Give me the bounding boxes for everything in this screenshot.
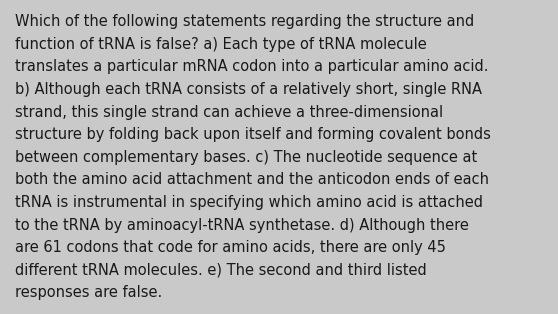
Text: are 61 codons that code for amino acids, there are only 45: are 61 codons that code for amino acids,… — [15, 240, 446, 255]
Text: responses are false.: responses are false. — [15, 285, 162, 300]
Text: structure by folding back upon itself and forming covalent bonds: structure by folding back upon itself an… — [15, 127, 491, 142]
Text: between complementary bases. c) The nucleotide sequence at: between complementary bases. c) The nucl… — [15, 150, 477, 165]
Text: translates a particular mRNA codon into a particular amino acid.: translates a particular mRNA codon into … — [15, 59, 489, 74]
Text: strand, this single strand can achieve a three-dimensional: strand, this single strand can achieve a… — [15, 105, 443, 120]
Text: both the amino acid attachment and the anticodon ends of each: both the amino acid attachment and the a… — [15, 172, 489, 187]
Text: tRNA is instrumental in specifying which amino acid is attached: tRNA is instrumental in specifying which… — [15, 195, 483, 210]
Text: different tRNA molecules. e) The second and third listed: different tRNA molecules. e) The second … — [15, 263, 427, 278]
Text: Which of the following statements regarding the structure and: Which of the following statements regard… — [15, 14, 474, 29]
Text: function of tRNA is false? a) Each type of tRNA molecule: function of tRNA is false? a) Each type … — [15, 37, 427, 52]
Text: b) Although each tRNA consists of a relatively short, single RNA: b) Although each tRNA consists of a rela… — [15, 82, 482, 97]
Text: to the tRNA by aminoacyl-tRNA synthetase. d) Although there: to the tRNA by aminoacyl-tRNA synthetase… — [15, 218, 469, 233]
